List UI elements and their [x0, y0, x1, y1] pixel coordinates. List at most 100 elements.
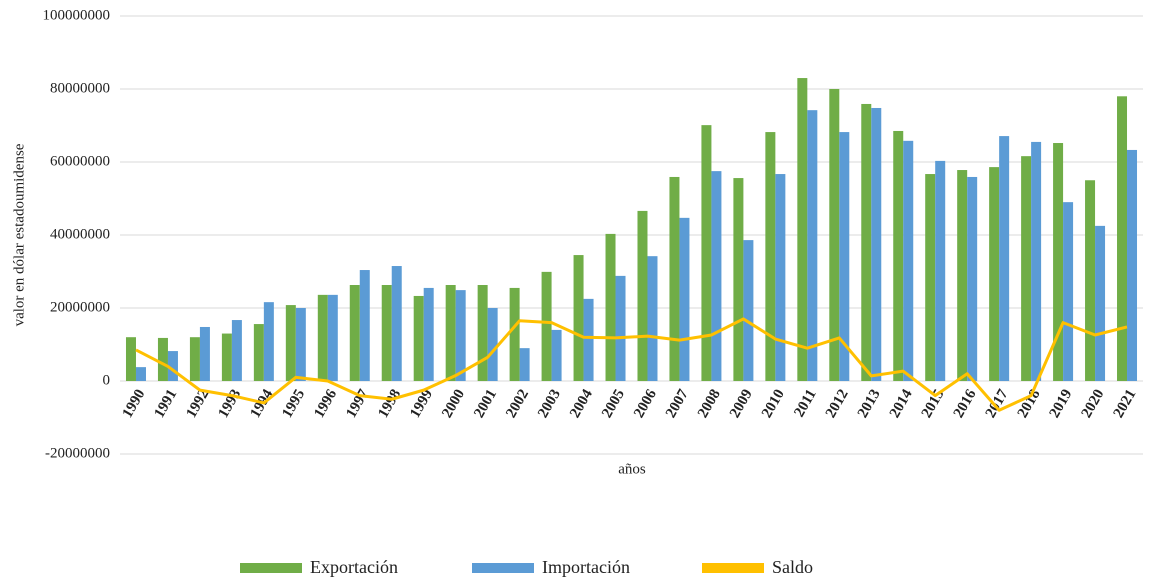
y-tick-label: 60000000	[50, 153, 110, 169]
y-tick-label: 40000000	[50, 226, 110, 242]
bar	[1063, 202, 1074, 381]
x-tick-label: 2005	[599, 387, 628, 421]
bar	[733, 178, 744, 381]
legend-swatch	[472, 563, 534, 573]
bar	[413, 295, 424, 381]
bar	[125, 337, 136, 381]
x-tick-label: 1995	[279, 387, 308, 421]
bar	[967, 176, 978, 381]
y-axis-title: valor en dólar estadoumidense	[11, 143, 27, 326]
bar	[935, 160, 946, 381]
y-tick-label: 80000000	[50, 80, 110, 96]
x-tick-label: 2008	[695, 387, 724, 421]
x-tick-label: 2004	[567, 386, 596, 420]
legend-label: Saldo	[772, 557, 813, 577]
bar	[199, 326, 210, 381]
bar	[775, 174, 786, 381]
bar	[519, 348, 530, 381]
x-tick-label: 2019	[1047, 387, 1076, 421]
bar	[861, 103, 872, 381]
bar	[423, 287, 434, 381]
bar	[797, 78, 808, 382]
bar	[743, 240, 754, 381]
bar	[221, 333, 232, 381]
bar	[605, 233, 616, 381]
x-tick-label: 2020	[1079, 387, 1108, 421]
x-tick-label: 2016	[951, 386, 980, 420]
bar	[989, 167, 1000, 381]
bar	[455, 290, 466, 381]
x-tick-label: 2006	[631, 386, 660, 420]
bar	[871, 107, 882, 381]
bar	[349, 285, 360, 381]
bar	[509, 287, 520, 381]
bar	[231, 320, 242, 381]
bar	[551, 329, 562, 381]
bar	[637, 210, 648, 381]
bar	[295, 308, 306, 381]
y-tick-label: 0	[103, 372, 111, 388]
bar	[669, 176, 680, 381]
y-tick-label: -20000000	[45, 445, 110, 461]
bar	[253, 324, 264, 381]
bar	[711, 171, 722, 381]
x-tick-label: 2018	[1015, 387, 1044, 421]
bar	[285, 305, 296, 381]
legend-label: Exportación	[310, 557, 398, 577]
bar	[893, 130, 904, 381]
x-tick-label: 2003	[535, 387, 564, 421]
legend-label: Importación	[542, 557, 630, 577]
bar	[807, 110, 818, 382]
x-tick-label: 2013	[855, 387, 884, 421]
bar	[445, 285, 456, 381]
bar	[999, 136, 1010, 381]
bar	[701, 125, 712, 381]
bar	[263, 302, 274, 381]
y-tick-label: 20000000	[50, 299, 110, 315]
x-tick-label: 2011	[791, 387, 819, 420]
bar	[829, 89, 840, 381]
bar	[1053, 143, 1064, 381]
bar	[1117, 96, 1128, 382]
x-tick-label: 1993	[215, 387, 244, 421]
bar	[157, 337, 168, 381]
x-tick-label: 2012	[823, 387, 852, 421]
x-tick-label: 2001	[471, 387, 500, 421]
bar	[1021, 156, 1032, 381]
legend-swatch	[702, 563, 764, 573]
legend-swatch	[240, 563, 302, 573]
bar	[679, 217, 690, 381]
x-tick-label: 2000	[439, 387, 468, 421]
bar	[487, 308, 498, 381]
bar	[189, 337, 200, 381]
x-tick-label: 2009	[727, 387, 756, 421]
bar	[839, 132, 850, 381]
bar	[765, 132, 776, 381]
x-tick-label: 1996	[311, 386, 340, 420]
bar	[391, 266, 402, 381]
bar	[583, 298, 594, 381]
bar	[317, 294, 328, 381]
x-tick-label: 1998	[375, 387, 404, 421]
x-tick-label: 2007	[663, 386, 692, 420]
x-axis-title: años	[618, 461, 646, 477]
bar	[327, 294, 338, 381]
bar	[573, 255, 584, 381]
bar	[1127, 149, 1138, 381]
bar	[541, 271, 552, 381]
bar	[167, 351, 178, 381]
line	[135, 317, 1128, 412]
x-tick-label: 2017	[983, 386, 1012, 420]
x-tick-label: 2010	[759, 387, 788, 421]
bar	[381, 285, 392, 381]
x-tick-label: 2002	[503, 387, 532, 421]
bar	[1085, 180, 1096, 381]
bar	[1095, 225, 1106, 381]
bar	[359, 270, 370, 381]
bar	[925, 174, 936, 381]
bar	[135, 367, 146, 381]
x-tick-label: 2021	[1111, 387, 1140, 421]
bar	[1031, 141, 1042, 381]
bar	[647, 256, 658, 381]
